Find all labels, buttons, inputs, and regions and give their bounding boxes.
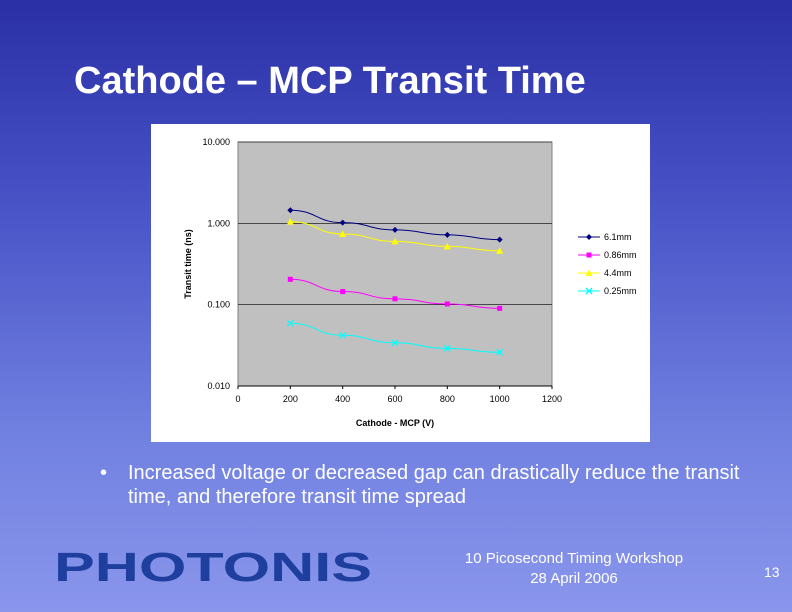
data-point-0	[496, 236, 503, 243]
data-point-1	[444, 301, 450, 307]
logo-text: PHOTONIS	[54, 548, 372, 584]
y-tick-label: 0.010	[207, 381, 230, 391]
legend-marker	[586, 252, 592, 258]
x-axis-label: Cathode - MCP (V)	[356, 418, 434, 428]
bullet-dot-icon: •	[100, 462, 108, 484]
legend-label: 4.4mm	[604, 268, 632, 278]
legend-label: 6.1mm	[604, 232, 632, 242]
x-tick-label: 0	[235, 394, 240, 404]
y-axis-label: Transit time (ns)	[183, 229, 193, 299]
data-point-3	[443, 344, 451, 352]
data-point-0	[339, 219, 346, 226]
x-tick-label: 200	[283, 394, 298, 404]
data-point-3	[286, 319, 294, 327]
data-point-1	[392, 296, 398, 302]
footer-date: 28 April 2006	[530, 570, 618, 587]
data-point-0	[287, 207, 294, 214]
data-point-0	[444, 231, 451, 238]
x-tick-label: 800	[440, 394, 455, 404]
x-tick-label: 400	[335, 394, 350, 404]
legend-label: 0.25mm	[604, 286, 637, 296]
legend-marker	[585, 287, 593, 295]
slide-title: Cathode – MCP Transit Time	[74, 60, 586, 102]
data-point-2	[496, 247, 504, 254]
x-tick-label: 600	[387, 394, 402, 404]
data-point-0	[392, 226, 398, 233]
data-point-2	[443, 242, 451, 250]
bullet-text: Increased voltage or decreased gap can d…	[128, 462, 740, 508]
data-point-2	[339, 230, 347, 237]
data-point-2	[286, 218, 294, 225]
data-point-3	[391, 339, 399, 347]
x-tick-label: 1000	[490, 394, 510, 404]
photonis-logo: PHOTONIS	[54, 548, 372, 584]
data-point-2	[391, 237, 399, 245]
legend-label: 0.86mm	[604, 250, 637, 260]
data-point-1	[340, 289, 346, 295]
y-tick-label: 10.000	[202, 137, 230, 147]
footer-info: 10 Picosecond Timing Workshop 28 April 2…	[440, 549, 708, 589]
footer-event: 10 Picosecond Timing Workshop	[464, 550, 684, 567]
y-tick-label: 0.100	[207, 300, 230, 310]
y-tick-label: 1.000	[207, 218, 230, 228]
bullet-point: • Increased voltage or decreased gap can…	[100, 461, 760, 509]
legend-marker	[586, 234, 592, 240]
data-point-1	[287, 276, 293, 282]
data-point-3	[339, 331, 347, 339]
data-point-3	[496, 348, 504, 356]
x-tick-label: 1200	[542, 394, 562, 404]
data-point-1	[497, 305, 503, 311]
legend-marker	[585, 269, 593, 276]
chart-area: 10.000 1.000 0.100 0.010 0 200 400 600 800 1000 12…	[151, 124, 650, 442]
transit-time-chart: 10.000 1.000 0.100 0.010 0 200 400 600 800 1000 12…	[183, 137, 637, 428]
plot-background	[237, 141, 553, 387]
page-number: 13	[764, 564, 780, 580]
